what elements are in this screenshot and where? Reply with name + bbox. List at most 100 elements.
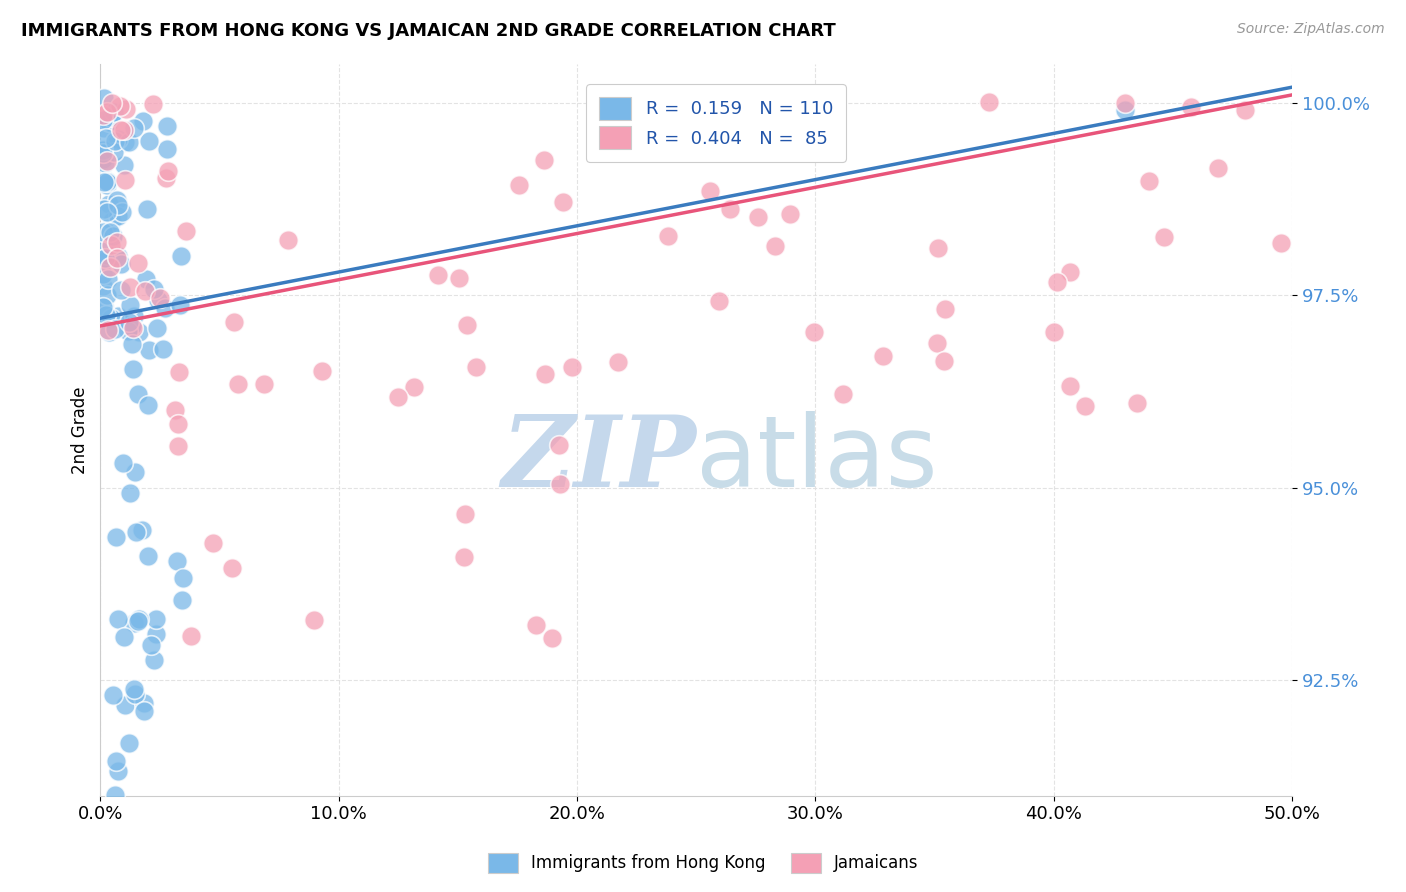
Point <box>112 630 135 644</box>
Point <box>456 318 478 332</box>
Point <box>132 113 155 128</box>
Point <box>103 104 125 119</box>
Point <box>1059 265 1081 279</box>
Point <box>149 291 172 305</box>
Point <box>93 251 115 265</box>
Point <box>141 639 163 653</box>
Point <box>96 154 118 169</box>
Point <box>872 349 894 363</box>
Point <box>124 687 146 701</box>
Point <box>101 214 124 228</box>
Text: ZIP: ZIP <box>502 411 696 508</box>
Point <box>1045 275 1067 289</box>
Point <box>548 438 571 452</box>
Point <box>91 143 114 157</box>
Point <box>107 132 129 146</box>
Point <box>789 102 811 116</box>
Point <box>541 631 564 645</box>
Point <box>166 554 188 568</box>
Point <box>114 172 136 186</box>
Point <box>107 612 129 626</box>
Text: atlas: atlas <box>696 410 938 508</box>
Point <box>176 224 198 238</box>
Point <box>101 689 124 703</box>
Point <box>135 272 157 286</box>
Point <box>117 736 139 750</box>
Point <box>533 153 555 167</box>
Point <box>118 298 141 312</box>
Point <box>128 326 150 340</box>
Point <box>100 311 122 326</box>
Point <box>170 249 193 263</box>
Point <box>453 508 475 522</box>
Point <box>111 205 134 219</box>
Point <box>169 298 191 312</box>
Point <box>534 367 557 381</box>
Point <box>91 252 114 266</box>
Point <box>831 387 853 401</box>
Point <box>91 267 114 281</box>
Point <box>110 283 132 297</box>
Point <box>96 105 118 120</box>
Text: IMMIGRANTS FROM HONG KONG VS JAMAICAN 2ND GRADE CORRELATION CHART: IMMIGRANTS FROM HONG KONG VS JAMAICAN 2N… <box>21 22 835 40</box>
Legend: R =  0.159   N = 110, R =  0.404   N =  85: R = 0.159 N = 110, R = 0.404 N = 85 <box>586 84 846 162</box>
Point <box>105 235 128 249</box>
Point <box>202 536 225 550</box>
Point <box>120 486 142 500</box>
Point <box>107 309 129 323</box>
Point <box>387 390 409 404</box>
Point <box>96 175 118 189</box>
Point <box>402 380 425 394</box>
Point <box>96 204 118 219</box>
Point <box>1114 95 1136 110</box>
Point <box>91 225 114 239</box>
Point <box>146 293 169 307</box>
Point <box>170 593 193 607</box>
Point <box>121 361 143 376</box>
Point <box>98 115 121 129</box>
Point <box>98 225 121 239</box>
Point <box>96 288 118 302</box>
Point <box>98 260 121 274</box>
Point <box>138 343 160 357</box>
Legend: Immigrants from Hong Kong, Jamaicans: Immigrants from Hong Kong, Jamaicans <box>481 847 925 880</box>
Point <box>927 335 949 350</box>
Point <box>104 788 127 802</box>
Point <box>1180 100 1202 114</box>
Point <box>96 252 118 267</box>
Point <box>453 549 475 564</box>
Point <box>110 99 132 113</box>
Point <box>122 682 145 697</box>
Point <box>167 417 190 431</box>
Point <box>142 282 165 296</box>
Point <box>115 102 138 116</box>
Point <box>125 524 148 539</box>
Point <box>146 320 169 334</box>
Point <box>153 301 176 315</box>
Point <box>1137 174 1160 188</box>
Point <box>1126 395 1149 409</box>
Point <box>156 143 179 157</box>
Point <box>132 697 155 711</box>
Point <box>101 95 124 110</box>
Point <box>122 615 145 630</box>
Point <box>107 764 129 778</box>
Point <box>561 359 583 374</box>
Point <box>104 321 127 335</box>
Point <box>91 146 114 161</box>
Point <box>710 139 733 153</box>
Point <box>138 134 160 148</box>
Point <box>145 627 167 641</box>
Point <box>551 195 574 210</box>
Point <box>110 123 132 137</box>
Point <box>96 174 118 188</box>
Point <box>927 241 949 255</box>
Point <box>134 704 156 718</box>
Point <box>91 112 114 127</box>
Point <box>226 376 249 391</box>
Point <box>93 120 115 135</box>
Point <box>1206 161 1229 175</box>
Text: Source: ZipAtlas.com: Source: ZipAtlas.com <box>1237 22 1385 37</box>
Point <box>93 91 115 105</box>
Point <box>134 285 156 299</box>
